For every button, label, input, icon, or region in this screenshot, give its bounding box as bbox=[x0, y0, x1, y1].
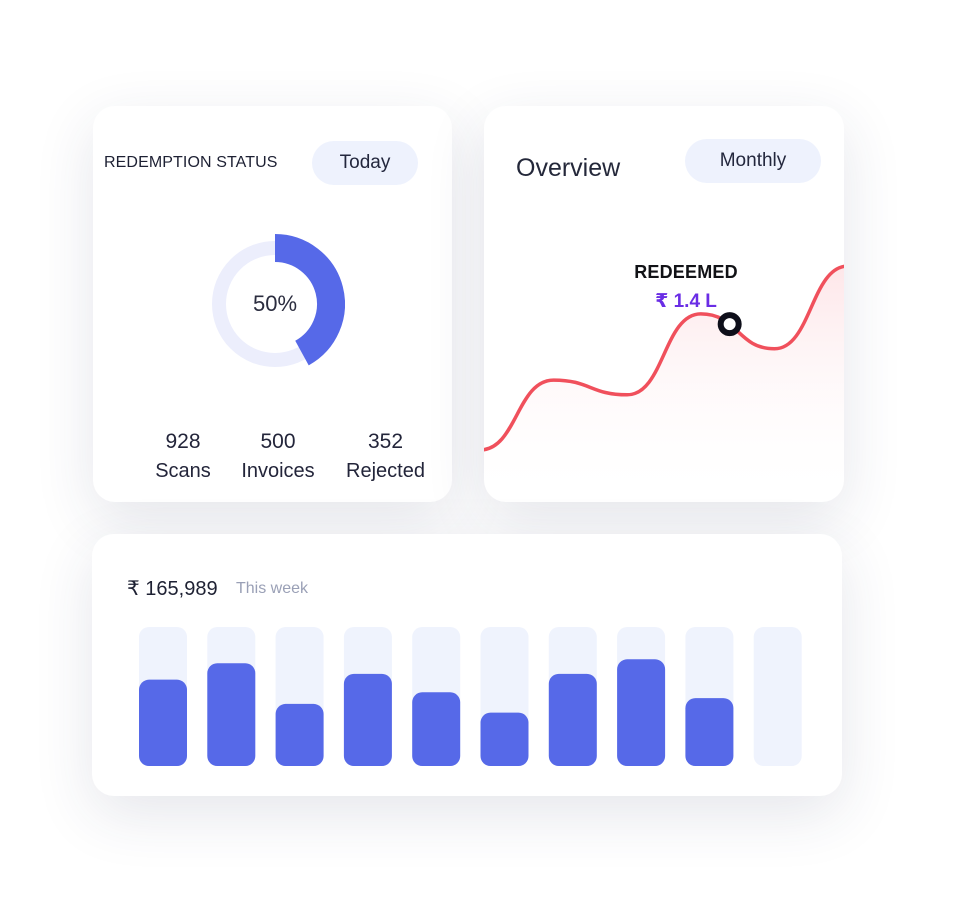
stat-scans-value: 928 bbox=[165, 430, 201, 453]
bar bbox=[412, 692, 461, 766]
line-area-fill bbox=[484, 266, 844, 502]
weekly-amount: ₹ 165,989 bbox=[127, 578, 218, 600]
redemption-status-title: REDEMPTION STATUS bbox=[104, 154, 278, 171]
bar bbox=[275, 703, 324, 766]
stat-rejected-label: Rejected bbox=[346, 460, 425, 482]
stat-invoices-label: Invoices bbox=[241, 460, 315, 482]
bar bbox=[480, 712, 529, 766]
weekly-caption: This week bbox=[236, 580, 309, 597]
line-highlight-point bbox=[717, 312, 742, 337]
stat-scans-label: Scans bbox=[155, 460, 211, 482]
donut-progress-arc bbox=[274, 234, 345, 366]
redemption-status-card: REDEMPTION STATUS Today 50% 928 Scans 50… bbox=[93, 106, 452, 502]
stat-invoices: 500 Invoices bbox=[233, 428, 323, 486]
today-filter-button[interactable]: Today bbox=[312, 141, 418, 185]
bar bbox=[617, 659, 666, 766]
stat-rejected-value: 352 bbox=[367, 430, 404, 453]
bar bbox=[207, 663, 256, 766]
overview-card: Overview Monthly REDEEMED ₹ 1.4 L bbox=[484, 106, 844, 502]
bar bbox=[548, 673, 597, 766]
stat-invoices-value: 500 bbox=[260, 430, 296, 453]
bar bbox=[139, 679, 187, 766]
weekly-bar-chart bbox=[139, 627, 802, 766]
redeemed-tooltip-value: ₹ 1.4 L bbox=[655, 291, 717, 312]
line-series bbox=[484, 264, 844, 452]
redemption-progress-donut bbox=[212, 234, 345, 367]
overview-title: Overview bbox=[516, 154, 621, 182]
monthly-filter-button[interactable]: Monthly bbox=[685, 139, 821, 183]
stat-scans: 928 Scans bbox=[148, 428, 218, 486]
bar bbox=[343, 673, 392, 766]
redemption-percent-label: 50% bbox=[252, 291, 298, 316]
overview-line-chart bbox=[484, 264, 844, 502]
stat-rejected: 352 Rejected bbox=[338, 428, 433, 486]
bar bbox=[685, 698, 734, 766]
redeemed-tooltip-label: REDEEMED bbox=[634, 262, 738, 282]
bar-track bbox=[753, 627, 802, 766]
weekly-summary-card: ₹ 165,989 This week bbox=[92, 534, 842, 796]
